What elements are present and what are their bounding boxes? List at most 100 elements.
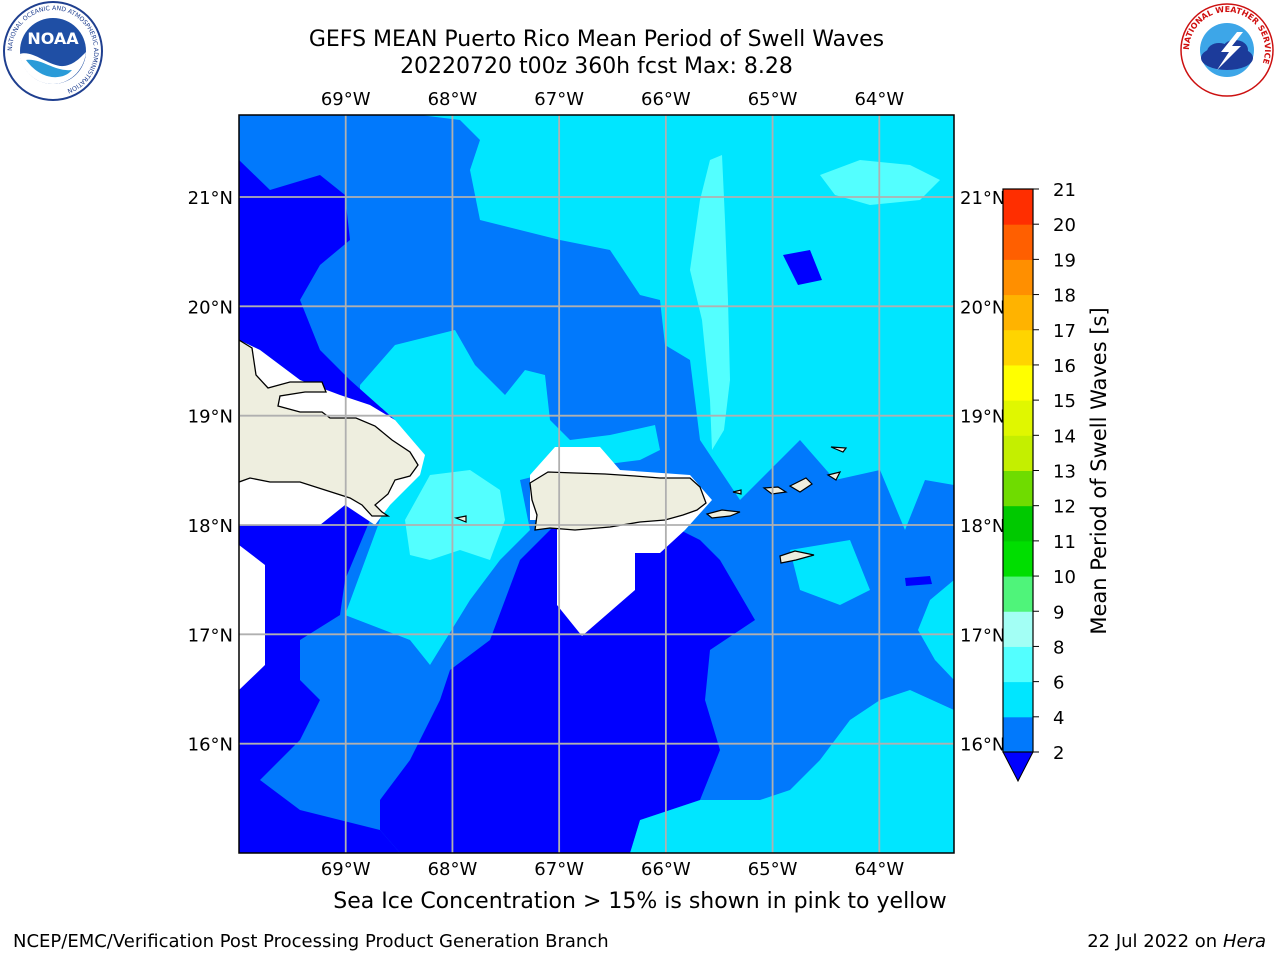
colorbar-tick: 13 — [1053, 462, 1076, 483]
island-st-croix — [779, 550, 815, 564]
field-6-8-ridge — [690, 155, 730, 450]
field-lt2-west — [239, 160, 395, 430]
colorbar-tick: 4 — [1053, 708, 1064, 729]
colorbar-tick: 21 — [1053, 180, 1076, 201]
map-frame — [238, 114, 955, 854]
lon-labels-top: 69°W 68°W 67°W 66°W 65°W 64°W — [321, 89, 904, 110]
footer-credit: NCEP/EMC/Verification Post Processing Pr… — [13, 931, 609, 952]
colorbar-band — [1003, 470, 1033, 507]
lon-label: 64°W — [854, 89, 904, 110]
field-lt2-central — [380, 520, 755, 853]
colorbar-tick: 12 — [1053, 497, 1076, 518]
colorbar-band — [1003, 576, 1033, 612]
colorbar-band — [1003, 259, 1033, 296]
svg-text:NOAA: NOAA — [27, 29, 79, 48]
colorbar-band — [1003, 611, 1033, 647]
noaa-logo: NATIONAL OCEANIC AND ATMOSPHERIC ADMINIS… — [3, 1, 103, 101]
footer-date: 22 Jul 2022 on Hera — [1087, 931, 1266, 952]
lon-label: 64°W — [854, 859, 904, 880]
colorbar-band — [1003, 364, 1033, 401]
colorbar-tick: 10 — [1053, 567, 1076, 588]
field-4-6-east — [918, 580, 954, 680]
field-4-6-north — [420, 115, 954, 530]
lon-label: 67°W — [534, 89, 584, 110]
lat-label: 18°N — [188, 516, 233, 537]
colorbar-under-triangle — [1002, 751, 1034, 783]
field-lt2-blob — [905, 576, 932, 586]
lon-label: 69°W — [321, 89, 371, 110]
colorbar-ticks: 2 4 6 8 9 10 11 12 13 14 15 16 17 18 19 … — [1053, 180, 1076, 764]
lat-label: 17°N — [188, 625, 233, 646]
field-6-8-mona — [405, 470, 505, 560]
lat-label: 16°N — [188, 735, 233, 756]
field-lt2-south — [239, 505, 400, 853]
colorbar-band — [1003, 505, 1033, 542]
colorbar-band — [1003, 681, 1033, 718]
colorbar-band — [1003, 294, 1033, 331]
lat-label: 17°N — [960, 625, 1005, 646]
lon-label: 66°W — [641, 859, 691, 880]
colorbar: 2 4 6 8 9 10 11 12 13 14 15 16 17 18 19 … — [1002, 180, 1111, 783]
island-mona — [453, 515, 467, 523]
map-title: GEFS MEAN Puerto Rico Mean Period of Swe… — [308, 27, 885, 52]
lat-label: 18°N — [960, 516, 1005, 537]
colorbar-tick: 14 — [1053, 426, 1076, 447]
lon-labels-bottom: 69°W 68°W 67°W 66°W 65°W 64°W — [321, 859, 904, 880]
land-puerto-rico — [529, 471, 707, 531]
colorbar-band — [1003, 435, 1033, 471]
colorbar-tick: 9 — [1053, 602, 1064, 623]
colorbar-tick: 11 — [1053, 532, 1076, 553]
lon-label: 68°W — [428, 859, 478, 880]
colorbar-tick: 16 — [1053, 356, 1076, 377]
field-lt2-ne — [783, 250, 822, 285]
colorbar-band — [1003, 646, 1033, 683]
lon-label: 68°W — [428, 89, 478, 110]
colorbar-tickmarks — [1033, 188, 1039, 753]
lat-label: 21°N — [188, 188, 233, 209]
lat-label: 19°N — [188, 407, 233, 428]
colorbar-tick: 19 — [1053, 250, 1076, 271]
field-4-6-southeast — [630, 690, 954, 853]
colorbar-tick: 18 — [1053, 286, 1076, 307]
colorbar-band — [1003, 540, 1033, 577]
lon-label: 69°W — [321, 859, 371, 880]
colorbar-tick: 20 — [1053, 215, 1076, 236]
land-hispaniola — [239, 339, 419, 517]
island-virgin-1 — [705, 509, 741, 519]
graticule — [239, 115, 954, 853]
lat-label: 20°N — [188, 297, 233, 318]
lat-label: 16°N — [960, 735, 1005, 756]
map-subtitle: 20220720 t00z 360h fcst Max: 8.28 — [400, 54, 793, 79]
island-anegada — [826, 471, 842, 481]
colorbar-tick: 2 — [1053, 743, 1064, 764]
sea-ice-note: Sea Ice Concentration > 15% is shown in … — [333, 889, 947, 914]
lat-labels-right: 21°N 20°N 19°N 18°N 17°N 16°N — [960, 188, 1005, 756]
lon-label: 67°W — [534, 859, 584, 880]
colorbar-label: Mean Period of Swell Waves [s] — [1087, 307, 1111, 634]
colorbar-band — [1003, 329, 1033, 366]
colorbar-tick: 6 — [1053, 673, 1064, 694]
island-sombrero — [830, 446, 848, 453]
colorbar-band — [1003, 189, 1033, 225]
footer-host: Hera — [1222, 931, 1266, 952]
colorbar-tick: 8 — [1053, 637, 1064, 658]
lon-label: 65°W — [748, 859, 798, 880]
colorbar-band — [1003, 400, 1033, 436]
lat-label: 20°N — [960, 297, 1005, 318]
island-virgin-3 — [788, 477, 813, 493]
colorbar-bands — [1003, 189, 1033, 753]
field-4-6-mona — [345, 330, 660, 665]
footer-date-text: 22 Jul 2022 on — [1087, 931, 1223, 952]
mask-west-edge — [239, 545, 265, 690]
lon-label: 65°W — [748, 89, 798, 110]
colorbar-band — [1003, 224, 1033, 260]
island-vieques — [732, 489, 742, 495]
colorbar-tick: 15 — [1053, 391, 1076, 412]
lat-label: 21°N — [960, 188, 1005, 209]
colorbar-band — [1003, 716, 1033, 753]
lat-labels-left: 21°N 20°N 19°N 18°N 17°N 16°N — [188, 188, 233, 756]
colorbar-tick: 17 — [1053, 321, 1076, 342]
lon-label: 66°W — [641, 89, 691, 110]
lat-label: 19°N — [960, 407, 1005, 428]
